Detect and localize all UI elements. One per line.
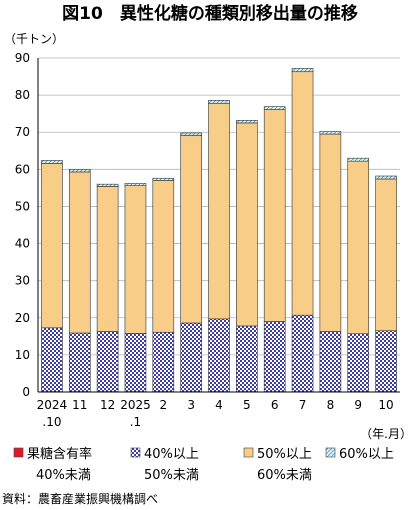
x-tick-label: 9 [354,398,362,412]
source-note: 資料：農畜産業振興機構調べ [2,491,158,506]
legend-label-second-line: 60%未満 [257,468,312,483]
bar-segment-series-2 [347,160,370,335]
bar-segment-series-3 [152,177,175,181]
bar-segment-series-2 [208,102,230,320]
y-tick-label: 10 [15,348,30,362]
y-tick-label: 50 [15,199,30,213]
bar-segment-series-3 [208,100,230,104]
x-tick-label: 12 [100,398,115,412]
legend-label: 40%以上 [144,447,199,462]
x-tick-label: 2025 [120,398,151,412]
bar-segment-series-2 [263,109,286,322]
x-tick-label: 7 [299,398,307,412]
legend: 果糖含有率 40%未満 40%以上 50%未満 50%以上 60%未満 60%以上 [13,446,394,483]
chart-title: 図10 異性化糖の種類別移出量の推移 [62,3,358,24]
bar-segment-series-3 [263,106,286,110]
legend-label: 50%以上 [257,447,312,462]
y-tick-label: 80 [15,88,30,102]
x-tick-label-second-line: .1 [130,415,141,429]
x-tick-label: 10 [378,398,393,412]
bar-segment-series-1 [68,332,91,392]
bar-segment-series-2 [68,171,91,334]
x-tick-label: 2 [159,398,167,412]
bar-segment-series-3 [236,120,258,124]
bar-segment-series-2 [96,186,119,332]
x-tick-label: 2024 [37,398,68,412]
bar-segment-series-1 [180,322,202,392]
bar-segment-series-2 [375,178,397,332]
bar-segment-series-3 [319,131,342,135]
bar-segment-series-1 [41,327,63,392]
bar-segment-series-1 [375,330,397,392]
y-axis-unit: （千トン） [4,32,64,46]
x-tick-label-second-line: .10 [42,415,61,429]
bar-segment-series-3 [180,132,202,136]
legend-swatch-series-1 [130,447,141,458]
y-tick-label: 30 [15,274,30,288]
x-tick-label: 11 [72,398,87,412]
bar-segment-series-1 [263,321,286,392]
y-tick-label: 60 [15,162,30,176]
bar-segment-series-3 [41,160,63,164]
x-tick-label: 3 [187,398,195,412]
bar-segment-series-1 [347,333,370,392]
bar-segment-series-1 [319,331,342,392]
y-tick-label: 90 [15,51,30,65]
bar-segment-series-2 [152,180,175,333]
x-tick-label: 5 [243,398,251,412]
legend-label-second-line: 50%未満 [144,468,199,483]
bars [41,68,397,393]
legend-label-second-line: 40%未満 [36,468,91,483]
bar-segment-series-3 [68,169,91,173]
y-tick-label: 70 [15,125,30,139]
bar-segment-series-2 [291,71,314,316]
bar-segment-series-1 [124,333,147,392]
bar-segment-series-1 [96,331,119,392]
bar-segment-series-1 [291,314,314,392]
x-tick-label: 4 [215,398,223,412]
bar-segment-series-2 [236,122,258,327]
bar-segment-series-1 [208,318,230,392]
bar-segment-series-3 [291,68,314,73]
x-tick-labels: 2024 .10 11 12 2025 .1 2 3 4 5 6 7 8 9 10 [37,398,394,429]
bar-segment-series-3 [347,157,370,162]
x-tick-label: 6 [271,398,279,412]
y-tick-label: 40 [15,237,30,251]
y-tick-label: 20 [15,311,30,325]
y-tick-labels: 0 10 20 30 40 50 60 70 80 90 [15,51,30,399]
bar-segment-series-2 [180,135,202,324]
legend-label: 果糖含有率 [27,446,92,462]
legend-swatch-series-2 [243,447,254,458]
bar-segment-series-3 [96,183,119,187]
bar-segment-series-1 [152,331,175,392]
bar-segment-series-3 [375,175,397,180]
y-tick-label: 0 [22,385,30,399]
axes [37,58,400,393]
legend-label: 60%以上 [339,447,394,462]
bar-segment-series-2 [319,133,342,332]
legend-swatch-series-3 [325,447,336,458]
bar-segment-series-1 [236,325,258,392]
x-axis-unit: （年.月） [360,427,412,441]
bar-segment-series-2 [124,185,147,334]
bar-segment-series-2 [41,163,63,329]
bar-segment-series-3 [124,183,147,186]
legend-swatch-series-0 [13,447,24,458]
x-tick-label: 8 [327,398,335,412]
